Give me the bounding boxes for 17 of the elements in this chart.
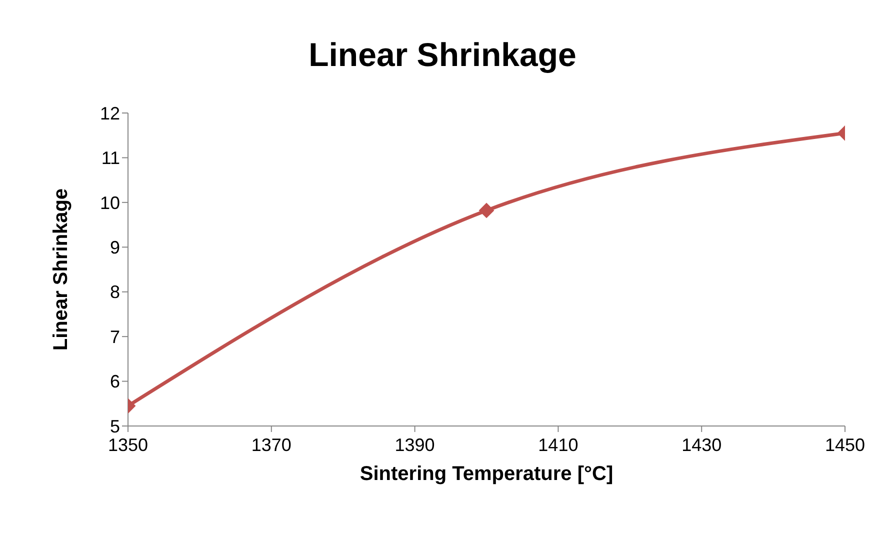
- y-axis-title: Linear Shrinkage: [50, 188, 72, 351]
- y-tick-label: 5: [110, 416, 120, 436]
- y-tick-label: 11: [101, 148, 120, 168]
- x-tick-label: 1450: [824, 434, 866, 455]
- x-tick-label: 1390: [394, 434, 435, 455]
- x-tick-label: 1430: [682, 434, 722, 455]
- x-tick-label: 1370: [251, 434, 292, 455]
- y-tick-label: 6: [110, 372, 120, 392]
- chart-title: Linear Shrinkage: [308, 36, 578, 74]
- y-tick-label: 8: [110, 282, 120, 302]
- y-tick-label: 7: [110, 326, 120, 347]
- x-tick-label: 1350: [108, 434, 148, 455]
- x-axis-title: Sintering Temperature [°C]: [360, 463, 614, 486]
- x-tick-label: 1410: [538, 434, 578, 455]
- y-tick-label: 10: [100, 192, 120, 213]
- y-tick-label: 9: [110, 238, 120, 258]
- y-tick-label: 12: [100, 103, 120, 124]
